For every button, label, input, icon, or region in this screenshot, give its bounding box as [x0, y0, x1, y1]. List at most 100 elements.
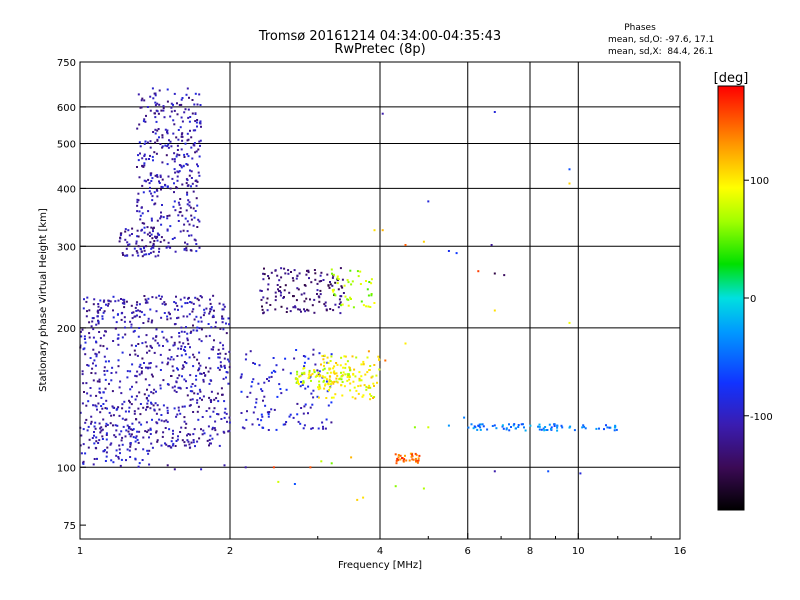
data-point: [92, 463, 95, 466]
data-point: [501, 425, 504, 428]
data-point: [324, 427, 327, 430]
data-point: [150, 247, 153, 250]
data-point: [322, 425, 324, 428]
data-point: [303, 371, 306, 374]
data-point: [323, 354, 326, 357]
data-point: [251, 423, 254, 426]
data-point: [151, 319, 154, 322]
data-point: [173, 468, 176, 471]
data-point: [190, 301, 193, 304]
data-point: [170, 110, 173, 113]
data-point: [91, 437, 94, 439]
data-point: [161, 204, 163, 206]
data-point: [170, 375, 173, 377]
data-point: [190, 177, 193, 179]
data-point: [134, 457, 137, 460]
data-point: [343, 284, 346, 287]
data-point: [223, 411, 226, 414]
data-point: [130, 433, 133, 436]
data-point: [582, 424, 585, 427]
data-point: [147, 429, 150, 432]
data-point: [140, 311, 143, 314]
data-point: [408, 459, 411, 462]
data-point: [169, 187, 172, 190]
data-point: [143, 362, 145, 364]
data-point: [189, 169, 191, 172]
data-point: [133, 410, 136, 413]
data-point: [240, 373, 243, 376]
data-point: [353, 368, 356, 371]
data-point: [154, 235, 156, 238]
data-point: [159, 176, 162, 178]
data-point: [220, 418, 223, 420]
data-point: [261, 308, 264, 311]
data-point: [319, 387, 322, 390]
data-point: [155, 390, 157, 393]
data-point: [115, 321, 118, 324]
data-point: [160, 419, 163, 422]
data-point: [349, 382, 352, 385]
data-point: [116, 407, 119, 410]
y-tick-label: 75: [63, 521, 76, 532]
data-point: [307, 385, 310, 388]
data-point: [324, 384, 326, 387]
data-point: [145, 334, 148, 337]
data-point: [99, 427, 102, 430]
data-point: [286, 307, 289, 310]
data-point: [470, 423, 473, 426]
data-point: [171, 386, 174, 389]
data-point: [302, 380, 305, 383]
data-point: [311, 403, 314, 406]
data-point: [141, 164, 144, 167]
data-point: [285, 421, 288, 423]
data-point: [196, 204, 199, 207]
data-point: [207, 370, 210, 373]
data-point: [283, 267, 286, 270]
data-point: [331, 381, 334, 384]
data-point: [129, 320, 132, 323]
data-point: [93, 442, 96, 445]
data-point: [131, 254, 134, 257]
data-point: [214, 420, 217, 423]
data-point: [310, 374, 313, 377]
data-point: [517, 424, 520, 426]
data-point: [173, 123, 176, 126]
data-point: [112, 295, 115, 298]
data-point: [313, 369, 316, 372]
data-point: [301, 384, 304, 386]
data-point: [409, 452, 412, 455]
data-point: [150, 217, 153, 220]
data-point: [322, 427, 325, 430]
data-point: [177, 201, 180, 204]
data-point: [187, 433, 190, 435]
data-point: [146, 301, 149, 304]
data-point: [402, 459, 405, 462]
data-point: [297, 420, 300, 423]
data-point: [183, 248, 186, 251]
data-point: [139, 152, 141, 155]
data-point: [106, 446, 109, 449]
data-point: [97, 305, 100, 308]
data-point: [310, 427, 313, 430]
data-point: [104, 460, 107, 462]
data-point: [332, 396, 335, 399]
data-point: [152, 246, 155, 249]
data-point: [176, 367, 178, 370]
data-point: [202, 314, 205, 317]
data-point: [195, 250, 198, 253]
data-point: [199, 364, 202, 367]
data-point: [240, 390, 243, 393]
data-point: [373, 229, 376, 232]
data-point: [344, 363, 347, 366]
data-point: [141, 97, 144, 100]
data-point: [362, 496, 365, 499]
data-point: [324, 383, 327, 386]
data-point: [157, 254, 160, 257]
data-point: [143, 295, 146, 297]
data-point: [156, 110, 159, 113]
data-point: [180, 345, 183, 348]
data-point: [283, 296, 285, 298]
data-point: [278, 279, 281, 282]
data-point: [143, 164, 146, 167]
data-point: [163, 239, 166, 242]
